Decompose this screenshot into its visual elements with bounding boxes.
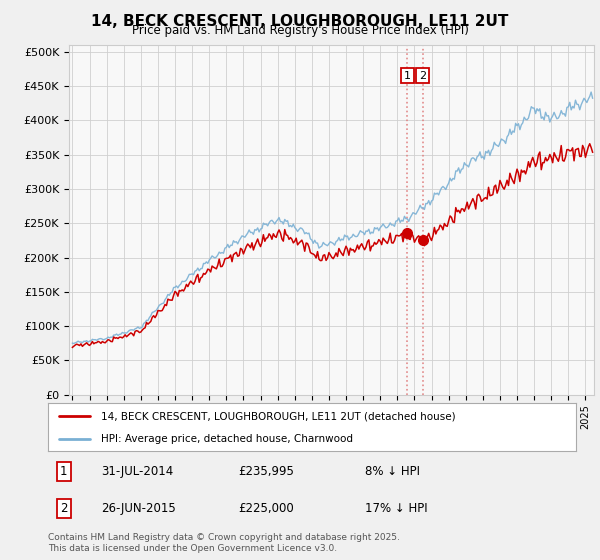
Text: Contains HM Land Registry data © Crown copyright and database right 2025.
This d: Contains HM Land Registry data © Crown c…	[48, 533, 400, 553]
Text: £235,995: £235,995	[238, 465, 294, 478]
Text: 2: 2	[60, 502, 68, 515]
Text: £225,000: £225,000	[238, 502, 294, 515]
Text: 31-JUL-2014: 31-JUL-2014	[101, 465, 173, 478]
Text: 14, BECK CRESCENT, LOUGHBOROUGH, LE11 2UT: 14, BECK CRESCENT, LOUGHBOROUGH, LE11 2U…	[91, 14, 509, 29]
Text: 1: 1	[404, 71, 411, 81]
Text: 17% ↓ HPI: 17% ↓ HPI	[365, 502, 427, 515]
Text: 2: 2	[419, 71, 427, 81]
Text: 8% ↓ HPI: 8% ↓ HPI	[365, 465, 420, 478]
Text: 26-JUN-2015: 26-JUN-2015	[101, 502, 176, 515]
Text: 14, BECK CRESCENT, LOUGHBOROUGH, LE11 2UT (detached house): 14, BECK CRESCENT, LOUGHBOROUGH, LE11 2U…	[101, 411, 455, 421]
Text: HPI: Average price, detached house, Charnwood: HPI: Average price, detached house, Char…	[101, 434, 353, 444]
Text: Price paid vs. HM Land Registry's House Price Index (HPI): Price paid vs. HM Land Registry's House …	[131, 24, 469, 37]
Text: 1: 1	[60, 465, 68, 478]
